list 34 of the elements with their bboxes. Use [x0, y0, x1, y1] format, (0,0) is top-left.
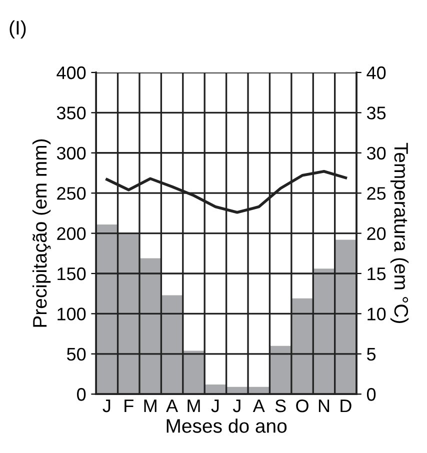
y-tick-label: 250 — [57, 187, 86, 200]
y2-tick-label: 25 — [367, 187, 386, 200]
y2-tick-label: 0 — [366, 388, 376, 401]
y2-tick-label: 40 — [366, 66, 386, 80]
y2-tick-label: 35 — [366, 106, 386, 120]
y2-tick-label: 30 — [366, 146, 386, 160]
y2-tick-label: 15 — [368, 268, 386, 280]
x-tick-label: M — [144, 400, 156, 412]
x-axis-title: Meses do ano — [166, 418, 287, 433]
y-axis-title: Precipitação (em mm) — [32, 139, 51, 327]
x-tick-label: N — [318, 400, 330, 412]
x-tick-label: J — [232, 400, 240, 412]
y-tick-label: 100 — [58, 308, 86, 320]
x-tick-label: J — [211, 400, 219, 412]
y2-axis-title: Temperatura (em °C) — [390, 142, 409, 323]
y2-tick-label: 20 — [367, 227, 386, 240]
y-tick-label: 350 — [56, 106, 86, 120]
y2-tick-label: 5 — [366, 348, 376, 361]
y-tick-label: 400 — [56, 66, 86, 80]
x-tick-label: J — [102, 400, 110, 412]
y-tick-label: 150 — [58, 267, 86, 280]
x-tick-label: A — [252, 400, 265, 412]
chart-title: (I) — [10, 20, 26, 38]
x-tick-label: M — [188, 400, 200, 412]
x-tick-label: O — [296, 399, 308, 412]
x-tick-label: F — [124, 400, 134, 412]
y2-tick-label: 10 — [368, 308, 386, 320]
x-tick-label: S — [275, 399, 286, 412]
x-tick-label: A — [166, 400, 178, 412]
y-tick-label: 300 — [56, 146, 86, 160]
y-tick-label: 0 — [77, 388, 86, 401]
y-tick-label: 200 — [57, 227, 86, 240]
y-tick-label: 50 — [66, 348, 86, 361]
x-tick-label: D — [340, 400, 352, 412]
